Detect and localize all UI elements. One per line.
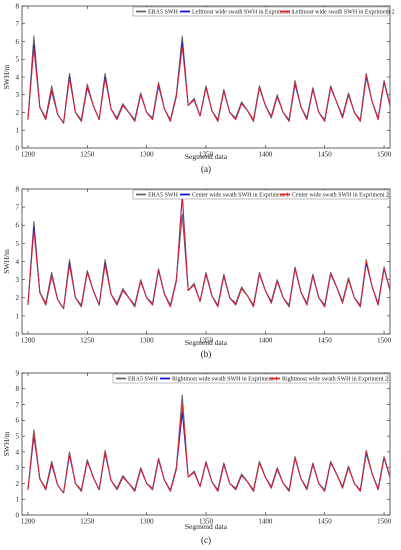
x-tick-label: 1200 — [21, 518, 36, 526]
y-tick-label: 4 — [16, 258, 20, 266]
legend-label: Leftmost wide swath SWH in Expriment 1 — [192, 9, 295, 16]
y-axis-title: SWH/m — [2, 432, 11, 457]
legend-item: Rightmost wide swath SWH in Expriment 2 — [270, 377, 388, 383]
legend-label: Leftmost wide swath SWH in Expriment 2 — [292, 9, 395, 16]
y-tick-label: 5 — [16, 56, 20, 64]
legend-label: Rightmost wide swath SWH in Expriment 1 — [172, 377, 278, 383]
x-tick-label: 1300 — [140, 151, 155, 159]
x-axis-title: Segmend data — [185, 152, 228, 161]
legend-item: ERA5 SWH — [136, 193, 179, 199]
x-axis-title: Segmend data — [185, 522, 228, 531]
chart-panel-3: 0 1 2 3 4 5 6 7 8 9 1200 1250 1300 1350 1400 1450 1500 ER… — [2, 369, 392, 545]
legend-box — [112, 373, 389, 384]
plot-frame — [21, 188, 391, 335]
y-tick-label: 8 — [16, 2, 20, 10]
x-tick-label: 1350 — [199, 518, 214, 526]
legend-label: ERA5 SWH — [148, 10, 179, 16]
y-tick-label: 8 — [16, 385, 20, 393]
y-tick-label: 7 — [16, 401, 20, 409]
legend-item: Center wide swath SWH in Expriment 2 — [280, 193, 389, 199]
y-tick-label: 4 — [16, 448, 20, 456]
x-axis-title: Segmend data — [185, 338, 228, 347]
x-tick-label: 1450 — [318, 337, 333, 345]
x-tick-label: 1300 — [140, 337, 155, 345]
y-tick-label: 1 — [16, 127, 20, 135]
x-tick-label: 1400 — [258, 518, 273, 526]
legend-item: Leftmost wide swath SWH in Expriment 2 — [280, 9, 395, 16]
x-tick-label: 1250 — [80, 337, 95, 345]
plot-frame — [21, 372, 391, 516]
y-tick-label: 6 — [16, 222, 20, 230]
series-3 — [27, 197, 390, 310]
y-tick-label: 0 — [16, 330, 20, 338]
legend-label: Rightmost wide swath SWH in Expriment 2 — [282, 377, 388, 383]
y-tick-label: 1 — [16, 312, 20, 320]
legend-box — [132, 189, 389, 200]
y-tick-label: 1 — [16, 496, 20, 504]
x-tick-label: 1450 — [318, 151, 333, 159]
y-tick-label: 5 — [16, 433, 20, 441]
panel-caption: (b) — [201, 349, 212, 359]
y-tick-label: 5 — [16, 240, 20, 248]
x-tick-label: 1350 — [199, 337, 214, 345]
legend-item: Rightmost wide swath SWH in Expriment 1 — [160, 377, 278, 383]
legend-label: Center wide swath SWH in Expriment 1 — [192, 193, 289, 199]
legend-label: ERA5 SWH — [128, 377, 159, 383]
y-tick-label: 2 — [16, 294, 20, 302]
x-tick-label: 1400 — [258, 151, 273, 159]
chart-panel-1: 0 1 2 3 4 5 6 7 8 1200 1250 1300 1350 1400 1450 1500 ERA… — [2, 2, 395, 174]
y-tick-label: 6 — [16, 38, 20, 46]
x-tick-label: 1500 — [377, 518, 392, 526]
y-tick-label: 7 — [16, 20, 20, 28]
y-tick-label: 3 — [16, 91, 20, 99]
panel-caption: (a) — [201, 164, 211, 174]
x-tick-label: 1400 — [258, 337, 273, 345]
series-3 — [27, 404, 390, 494]
y-tick-label: 8 — [16, 185, 20, 193]
chart-panel-2: 0 1 2 3 4 5 6 7 8 1200 1250 1300 1350 1400 1450 1500 ERA… — [2, 185, 392, 359]
y-tick-label: 6 — [16, 417, 20, 425]
legend-item: ERA5 SWH — [136, 10, 179, 16]
legend-label: ERA5 SWH — [148, 193, 179, 199]
x-tick-label: 1500 — [377, 337, 392, 345]
y-tick-label: 2 — [16, 480, 20, 488]
y-tick-label: 7 — [16, 204, 20, 212]
legend-item: Leftmost wide swath SWH in Expriment 1 — [180, 9, 295, 16]
series-line-3 — [27, 46, 390, 124]
legend-item: Center wide swath SWH in Expriment 1 — [180, 193, 289, 199]
x-tick-label: 1350 — [199, 151, 214, 159]
y-tick-label: 0 — [16, 511, 20, 519]
y-tick-label: 0 — [16, 144, 20, 152]
series-3 — [27, 46, 390, 124]
y-tick-label: 3 — [16, 276, 20, 284]
panel-caption: (c) — [201, 535, 211, 545]
y-tick-label: 3 — [16, 464, 20, 472]
x-tick-label: 1250 — [80, 518, 95, 526]
plot-frame — [21, 5, 391, 149]
x-tick-label: 1500 — [377, 151, 392, 159]
x-tick-label: 1200 — [21, 151, 36, 159]
legend-item: ERA5 SWH — [116, 377, 159, 383]
y-axis-title: SWH/m — [2, 249, 11, 274]
y-tick-label: 2 — [16, 109, 20, 117]
y-axis-title: SWH/m — [2, 65, 11, 90]
x-tick-label: 1300 — [140, 518, 155, 526]
series-line-3 — [27, 197, 390, 310]
legend-box — [132, 6, 389, 17]
x-tick-label: 1250 — [80, 151, 95, 159]
series-line-3 — [27, 404, 390, 494]
x-tick-label: 1200 — [21, 337, 36, 345]
legend-label: Center wide swath SWH in Expriment 2 — [292, 193, 389, 199]
y-tick-label: 4 — [16, 73, 20, 81]
x-tick-label: 1450 — [318, 518, 333, 526]
y-tick-label: 9 — [16, 369, 20, 377]
